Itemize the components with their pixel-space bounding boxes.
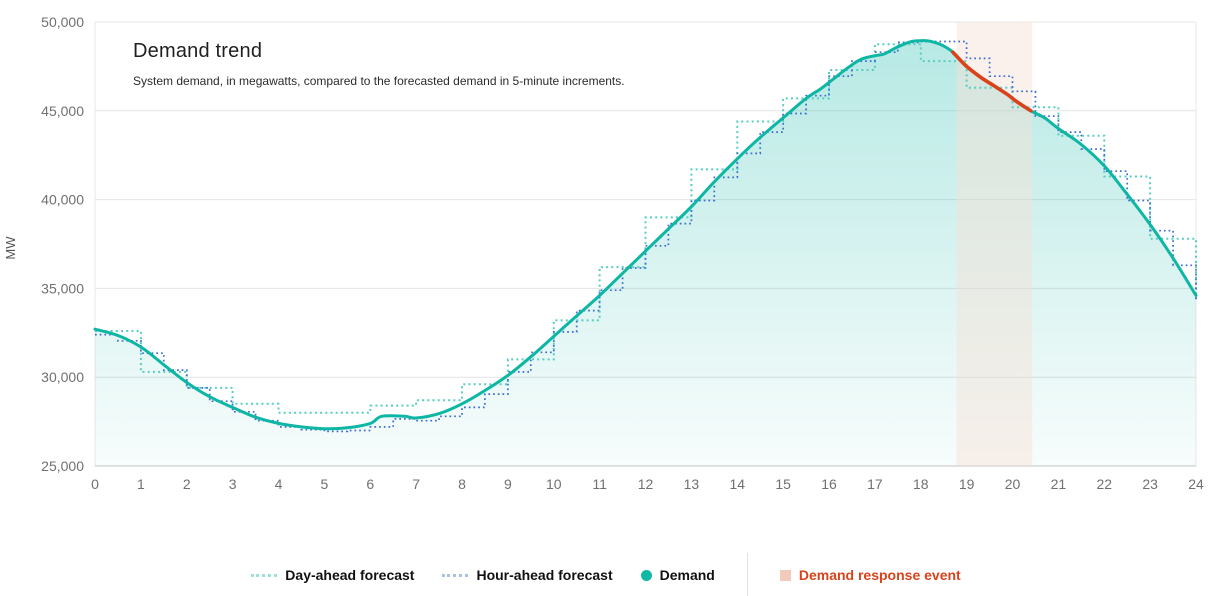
y-tick-label: 25,000 [41,458,84,474]
legend-item-demand[interactable]: Demand [640,567,715,583]
x-tick-label: 3 [229,476,237,492]
x-tick-label: 2 [183,476,191,492]
demand-response-square-icon [779,569,791,581]
x-tick-label: 13 [684,476,700,492]
x-tick-label: 7 [412,476,420,492]
legend-label-hour-ahead: Hour-ahead forecast [476,567,613,583]
x-tick-label: 24 [1188,476,1204,492]
x-tick-label: 15 [775,476,791,492]
hour-ahead-dotted-line-icon [442,573,469,577]
demand-response-event-band [956,22,1033,466]
y-tick-label: 40,000 [41,192,84,208]
legend-label-day-ahead: Day-ahead forecast [285,567,415,583]
legend-item-hour-ahead-forecast[interactable]: Hour-ahead forecast [442,567,613,583]
x-tick-label: 0 [91,476,99,492]
y-tick-label: 30,000 [41,369,84,385]
demand-dot-icon [640,569,652,581]
x-tick-label: 8 [458,476,466,492]
x-tick-label: 11 [592,476,607,492]
y-tick-label: 35,000 [41,280,84,296]
x-tick-label: 10 [546,476,562,492]
legend-item-demand-response-event[interactable]: Demand response event [779,567,961,583]
y-tick-label: 45,000 [41,103,84,119]
x-tick-label: 23 [1142,476,1158,492]
legend-divider [746,553,748,596]
demand-line-dr-segment [951,50,1033,113]
x-tick-label: 12 [638,476,654,492]
legend-label-demand-response: Demand response event [798,567,961,583]
x-tick-label: 14 [729,476,745,492]
x-tick-label: 4 [275,476,283,492]
x-tick-label: 19 [959,476,975,492]
legend-label-demand: Demand [659,567,715,583]
x-tick-label: 18 [913,476,929,492]
day-ahead-dotted-line-icon [251,573,278,577]
x-tick-label: 9 [504,476,512,492]
x-tick-label: 16 [821,476,837,492]
x-tick-label: 17 [867,476,883,492]
y-axis-title: MW [3,236,18,260]
y-tick-label: 50,000 [41,14,84,30]
x-tick-label: 5 [320,476,328,492]
x-tick-label: 22 [1096,476,1112,492]
x-tick-label: 1 [137,476,145,492]
legend-item-day-ahead-forecast[interactable]: Day-ahead forecast [251,567,414,583]
x-tick-label: 20 [1005,476,1021,492]
x-tick-label: 6 [366,476,374,492]
x-tick-label: 21 [1051,476,1067,492]
chart-legend: Day-ahead forecast Hour-ahead forecast D… [0,552,1212,596]
